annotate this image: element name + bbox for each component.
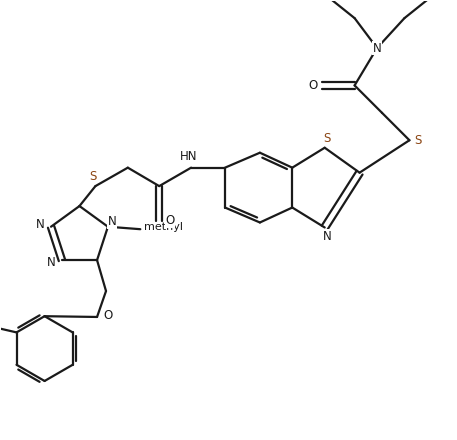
Text: HN: HN (180, 150, 197, 163)
Text: N: N (47, 256, 55, 269)
Text: S: S (414, 134, 422, 147)
Text: S: S (324, 132, 331, 145)
Text: N: N (107, 215, 116, 228)
Text: O: O (308, 79, 318, 92)
Text: methyl: methyl (144, 222, 183, 232)
Text: O: O (103, 309, 112, 323)
Text: S: S (89, 170, 96, 183)
Text: N: N (36, 218, 44, 231)
Text: N: N (323, 230, 332, 243)
Text: N: N (372, 41, 382, 55)
Text: O: O (165, 214, 175, 227)
